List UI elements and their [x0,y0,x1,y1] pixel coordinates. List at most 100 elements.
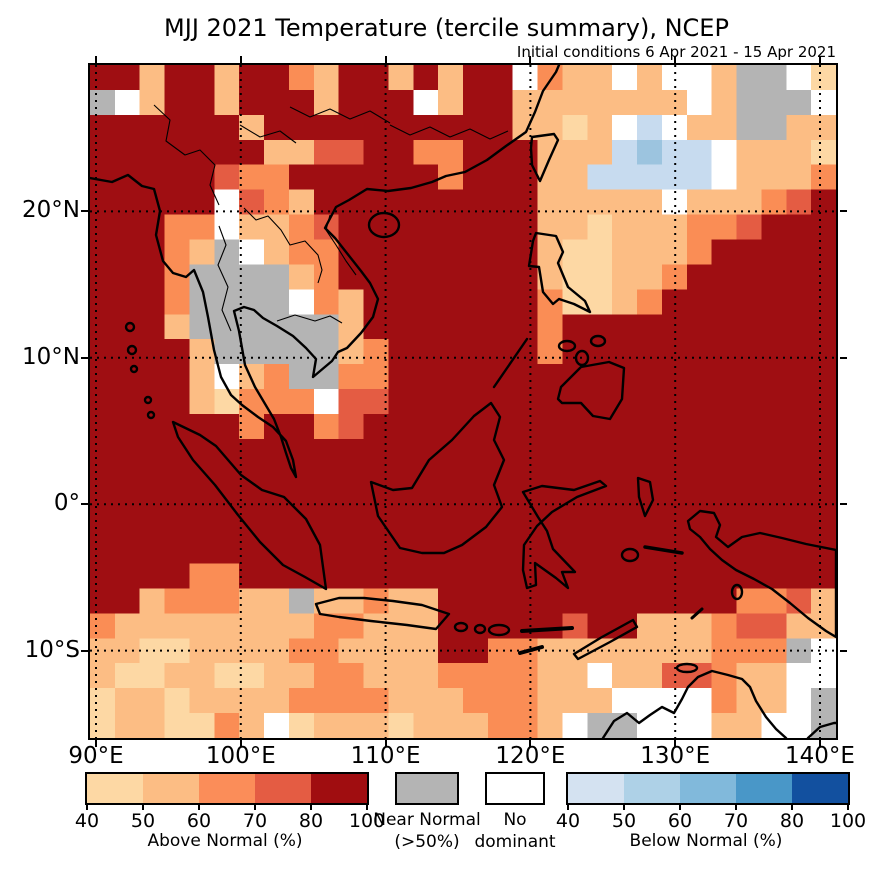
colorbar-tick [679,803,681,810]
grid-cell [438,214,464,240]
grid-cell [114,214,141,240]
grid-cell [661,364,688,390]
grid-cell [338,364,365,390]
colorbar-segment [143,774,199,803]
grid-cell [637,613,663,639]
grid-cell [164,289,190,315]
grid-cell [587,239,613,265]
grid-cell [463,488,489,515]
grid-cell [686,688,713,714]
grid-cell [189,89,215,116]
grid-cell [661,588,688,614]
grid-cell [711,65,738,91]
grid-cell [811,189,836,216]
grid-cell [637,563,663,589]
grid-cell [637,438,663,465]
grid-cell [537,488,563,515]
grid-cell [786,463,812,490]
grid-cell [288,114,315,141]
grid-cell [811,339,836,365]
grid-cell [313,613,340,639]
grid-cell [90,264,116,290]
grid-cell [438,314,464,340]
grid-cell [811,264,836,290]
grid-cell [761,339,787,365]
grid-cell [711,214,738,240]
grid-cell [338,65,365,91]
grid-cell [463,688,489,714]
grid-cell [313,438,340,465]
grid-cell [214,513,240,540]
grid-cell [736,538,762,565]
colorbar-segment [199,774,255,803]
grid-cell [786,339,812,365]
grid-cell [90,513,116,540]
grid-cell [214,663,240,689]
grid-cell [761,538,787,565]
grid-cell [189,538,215,565]
grid-cell [612,438,638,465]
grid-cell [164,563,190,589]
grid-cell [637,713,663,738]
below-normal-title: Below Normal (%) [629,831,783,851]
grid-cell [214,139,240,166]
grid-cell [711,89,738,116]
grid-cell [512,89,539,116]
grid-cell [562,314,588,340]
grid-cell [264,214,290,240]
grid-cell [463,164,489,191]
grid-cell [711,613,738,639]
grid-cell [90,139,116,166]
axis-tick [384,740,387,747]
grid-cell [313,289,340,315]
grid-cell [338,713,365,738]
grid-cell [413,139,439,166]
axis-tick [81,356,88,359]
grid-cell [612,164,638,191]
grid-cell [537,189,563,216]
grid-cell [413,663,439,689]
grid-cell [562,588,588,614]
grid-cell [811,638,836,664]
grid-cell [438,339,464,365]
grid-cell [811,663,836,689]
grid-cell [288,65,315,91]
grid-cell [761,588,787,614]
grid-cell [612,339,638,365]
grid-cell [736,214,762,240]
seram-island [643,545,684,555]
grid-cell [264,638,290,664]
grid-cell [811,463,836,490]
grid-cell [562,389,588,415]
grid-cell [413,513,439,540]
grid-cell [413,488,439,515]
grid-cell [114,513,141,540]
colorbar-tick-label: 70 [723,810,749,832]
grid-cell [786,688,812,714]
grid-cell [686,339,713,365]
grid-cell [786,264,812,290]
grid-cell [736,314,762,340]
grid-cell [239,364,265,390]
colorbar-tick [366,803,368,810]
grid-cell [487,513,514,540]
grid-cell [189,364,215,390]
grid-cell [463,538,489,565]
grid-cell [438,114,464,141]
grid-cell [313,638,340,664]
grid-cell [463,463,489,490]
grid-cell [686,164,713,191]
grid-cell [661,239,688,265]
y-tick-label: 10°S [24,636,80,663]
grid-cell [537,713,563,738]
grid-cell [239,65,265,91]
grid-cell [761,139,787,166]
grid-cell [562,613,588,639]
grid-cell [512,588,539,614]
grid-cell [214,339,240,365]
grid-cell [388,688,414,714]
grid-cell [164,389,190,415]
grid-cell [612,89,638,116]
grid-cell [413,264,439,290]
grid-cell [388,663,414,689]
